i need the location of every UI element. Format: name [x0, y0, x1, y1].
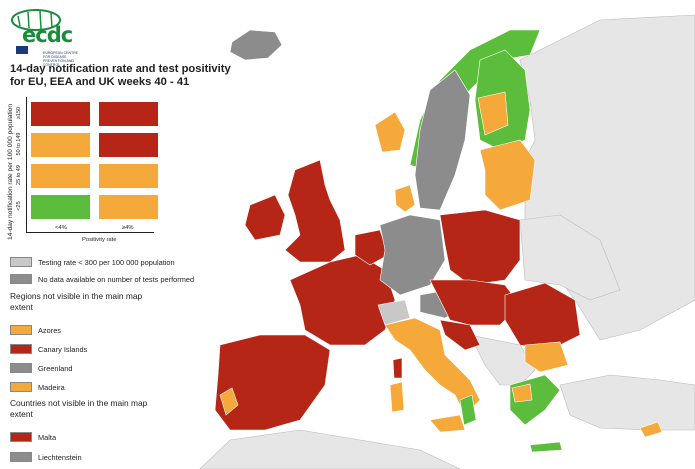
iceland-region — [229, 29, 283, 61]
benelux-region — [354, 229, 389, 266]
matrix-row-label: 50 to 149 — [16, 132, 22, 156]
italy-green-patch — [459, 394, 477, 426]
matrix-row-label: 25 to 49 — [16, 165, 22, 185]
turkey-land — [559, 374, 695, 431]
legend-country-item: Liechtenstein — [10, 451, 82, 463]
matrix-cell-r0-c0 — [30, 101, 91, 127]
matrix-col-label: ≥4% — [122, 225, 134, 231]
legend-region-item: Greenland — [10, 362, 73, 374]
legend-swatch — [10, 363, 32, 373]
matrix-row-label: ≥150 — [16, 106, 22, 120]
legend-label: No data available on number of tests per… — [38, 274, 195, 284]
legend-swatch — [10, 432, 32, 442]
ecdc-logo-icon — [11, 9, 61, 54]
germany-region — [379, 214, 446, 296]
sicily-region — [429, 414, 466, 433]
legend-swatch — [10, 344, 32, 354]
ecdc-logo: ecdc EUROPEAN CENTRE FOR DISEASE PREVENT… — [8, 6, 78, 67]
matrix-cell-r1-c1 — [98, 132, 159, 158]
legend-label: Canary Islands — [38, 344, 88, 354]
logo-subtitle: EUROPEAN CENTRE FOR DISEASE PREVENTION A… — [43, 51, 79, 67]
legend-region-item: Madeira — [10, 381, 65, 393]
legend-label: Greenland — [38, 363, 73, 373]
legend-region-item: Canary Islands — [10, 343, 87, 355]
legend-countries-heading: Countries not visible in the main map ex… — [10, 398, 148, 419]
legend-low-testing: Testing rate < 300 per 100 000 populatio… — [10, 256, 175, 268]
legend-swatch — [10, 257, 32, 267]
legend-region-item: Azores — [10, 324, 61, 336]
czech-hungary-region — [429, 279, 521, 326]
norway-orange-patch — [374, 111, 406, 153]
romania-region — [504, 282, 581, 351]
legend-swatch — [10, 382, 32, 392]
finland-orange-patch — [477, 91, 509, 136]
legend-matrix — [30, 101, 164, 227]
iberia-region — [214, 334, 331, 431]
legend-regions-heading: Regions not visible in the main map exte… — [10, 291, 143, 312]
matrix-col-label: <4% — [55, 225, 67, 231]
legend-country-item: Malta — [10, 431, 56, 443]
sardinia-region — [389, 381, 405, 413]
switzerland-region — [377, 299, 411, 326]
legend-label: Malta — [38, 432, 57, 442]
logo-text: ecdc — [22, 23, 73, 47]
matrix-x-axis — [26, 232, 154, 233]
poland-region — [439, 209, 521, 286]
legend-label: Testing rate < 300 per 100 000 populatio… — [38, 257, 175, 267]
portugal-orange-patch — [219, 387, 239, 416]
matrix-x-axis-label: Positivity rate — [82, 237, 117, 243]
croatia-slovenia-region — [439, 319, 481, 351]
legend-label: Liechtenstein — [38, 452, 82, 462]
uk-region — [284, 159, 346, 263]
legend-label: Madeira — [38, 382, 65, 392]
sweden-region — [414, 69, 471, 211]
legend-no-data: No data available on number of tests per… — [10, 273, 194, 285]
map-title: 14-day notification rate and test positi… — [10, 63, 231, 88]
matrix-row-label: <25 — [16, 201, 22, 211]
greece-orange-patch — [511, 383, 533, 403]
north-africa-land — [199, 429, 461, 469]
matrix-y-axis — [26, 97, 27, 233]
legend-swatch — [10, 325, 32, 335]
ireland-region — [244, 194, 286, 241]
crete-region — [529, 441, 563, 453]
belarus-ukraine — [519, 214, 621, 301]
legend-swatch — [10, 274, 32, 284]
denmark-region — [394, 184, 416, 213]
matrix-cell-r0-c1 — [98, 101, 159, 127]
baltics-region — [479, 139, 536, 211]
matrix-cell-r3-c0 — [30, 194, 91, 220]
france-region — [289, 254, 396, 346]
cyprus-region — [639, 421, 663, 438]
legend-swatch — [10, 452, 32, 462]
matrix-cell-r2-c1 — [98, 163, 159, 189]
legend-label: Azores — [38, 325, 62, 335]
bulgaria-region — [524, 341, 569, 373]
matrix-cell-r2-c0 — [30, 163, 91, 189]
matrix-y-axis-label: 14-day notification rate per 100 000 pop… — [7, 103, 14, 240]
matrix-cell-r1-c0 — [30, 132, 91, 158]
corsica-region — [392, 357, 403, 379]
matrix-cell-r3-c1 — [98, 194, 159, 220]
